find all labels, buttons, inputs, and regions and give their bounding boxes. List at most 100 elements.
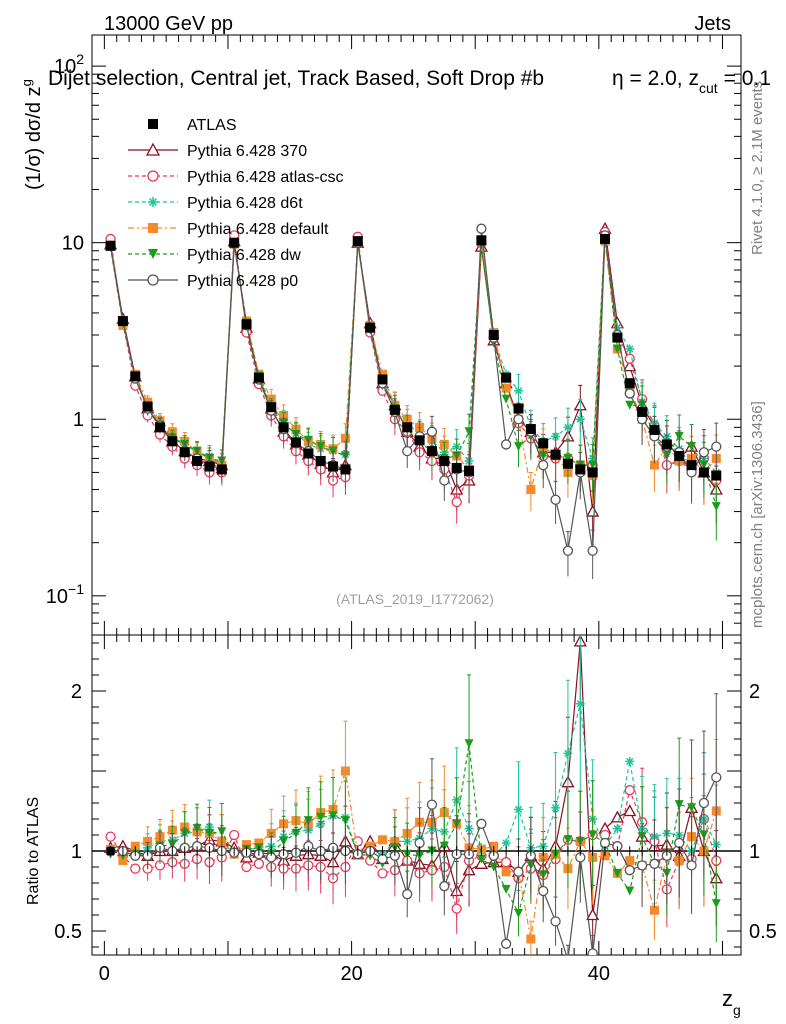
marker-circle bbox=[562, 545, 574, 556]
ratio-y-tick-label: 1 bbox=[71, 841, 82, 863]
marker-square bbox=[352, 236, 363, 247]
marker-circle bbox=[439, 475, 450, 486]
marker-triangle-down bbox=[711, 502, 721, 512]
marker-triangle-down bbox=[625, 400, 635, 410]
marker-square bbox=[154, 422, 165, 433]
legend-label: Pythia 6.428 atlas-csc bbox=[187, 169, 344, 186]
marker-star bbox=[625, 756, 635, 766]
plot-title-params: η = 2.0, zcut = 0.1 bbox=[612, 67, 771, 96]
marker-square bbox=[501, 372, 512, 383]
marker-circle bbox=[674, 837, 685, 849]
marker-triangle-down bbox=[501, 394, 511, 404]
marker-circle bbox=[624, 388, 635, 399]
marker-square bbox=[488, 330, 499, 340]
marker-square bbox=[378, 369, 388, 379]
marker-circle bbox=[500, 857, 512, 868]
marker-circle bbox=[636, 860, 648, 871]
marker-triangle-down bbox=[501, 884, 511, 894]
marker-triangle bbox=[586, 908, 600, 921]
marker-square bbox=[117, 316, 128, 327]
legend-label: Pythia 6.428 default bbox=[187, 221, 329, 238]
ratio-data bbox=[106, 846, 717, 856]
x-tick-label: 0 bbox=[99, 963, 110, 985]
y-tick-label-exp: −1 bbox=[68, 581, 84, 597]
marker-triangle-down bbox=[464, 739, 474, 749]
marker-star bbox=[551, 803, 561, 813]
main-ylabel-text: (1/σ) dσ/d z bbox=[23, 86, 45, 190]
analysis-id: (ATLAS_2019_I1772062) bbox=[336, 591, 494, 607]
marker-star bbox=[513, 804, 523, 814]
marker-circle bbox=[500, 938, 512, 949]
marker-triangle-down bbox=[513, 442, 523, 452]
star-stroke bbox=[551, 804, 560, 812]
marker-square bbox=[550, 449, 561, 460]
y-tick-label-exp: 2 bbox=[76, 51, 84, 67]
marker-square bbox=[476, 235, 487, 246]
legend-item: ATLAS bbox=[148, 117, 237, 134]
star-stroke bbox=[626, 757, 634, 766]
marker-circle bbox=[377, 853, 388, 865]
marker-circle bbox=[698, 447, 710, 458]
marker-square bbox=[204, 461, 215, 472]
marker-square bbox=[426, 446, 437, 457]
marker-triangle-down bbox=[476, 854, 486, 864]
legend-label: ATLAS bbox=[187, 117, 237, 134]
marker-square bbox=[192, 456, 203, 467]
x-tick-label: 20 bbox=[340, 963, 362, 985]
marker-circle bbox=[105, 831, 116, 842]
marker-square bbox=[242, 840, 252, 850]
marker-circle bbox=[550, 494, 561, 505]
title-params-end: = 0.1 bbox=[724, 67, 771, 90]
star-stroke bbox=[564, 749, 572, 758]
marker-triangle-down bbox=[612, 868, 622, 878]
legend-item: Pythia 6.428 p0 bbox=[128, 273, 298, 290]
marker-triangle-down bbox=[563, 835, 573, 845]
marker-square bbox=[414, 435, 425, 446]
marker-circle bbox=[426, 799, 438, 810]
marker-square bbox=[439, 456, 450, 467]
marker-square bbox=[526, 485, 536, 495]
x-axis-label: zg bbox=[722, 986, 741, 1018]
marker-square bbox=[525, 424, 536, 435]
marker-circle bbox=[439, 881, 450, 892]
marker-star bbox=[513, 386, 523, 396]
marker-circle bbox=[352, 836, 363, 847]
star-stroke bbox=[514, 387, 523, 395]
marker-square bbox=[649, 424, 660, 435]
marker-circle bbox=[624, 785, 635, 796]
marker-circle bbox=[649, 858, 660, 869]
ratio-panel-frame bbox=[91, 634, 742, 956]
ratio-y-tick-label: 0.5 bbox=[54, 921, 82, 943]
ratio-y-tick-label-right: 2 bbox=[749, 681, 760, 703]
marker-circle bbox=[147, 274, 159, 286]
marker-square bbox=[105, 240, 116, 251]
marker-triangle-down bbox=[625, 886, 635, 896]
x-axis-label-text: z bbox=[722, 986, 733, 1011]
marker-circle bbox=[500, 439, 512, 450]
legend-item: Pythia 6.428 d6t bbox=[128, 195, 303, 212]
marker-square bbox=[303, 448, 314, 459]
marker-square bbox=[625, 856, 635, 866]
marker-circle bbox=[698, 797, 710, 809]
marker-triangle-down bbox=[489, 862, 499, 872]
marker-circle bbox=[241, 861, 252, 873]
marker-triangle-down bbox=[588, 830, 598, 840]
marker-square bbox=[637, 406, 648, 417]
marker-square bbox=[148, 119, 158, 129]
star-stroke bbox=[576, 700, 584, 708]
marker-circle bbox=[402, 889, 413, 900]
marker-circle bbox=[550, 916, 561, 927]
marker-circle bbox=[624, 865, 635, 876]
marker-circle bbox=[451, 903, 462, 914]
marker-triangle bbox=[145, 142, 161, 156]
marker-circle bbox=[476, 818, 487, 829]
main-ylabel: (1/σ) dσ/d zg bbox=[19, 79, 45, 190]
marker-circle bbox=[426, 426, 438, 437]
marker-triangle-down bbox=[588, 460, 598, 470]
marker-star bbox=[563, 748, 573, 758]
legend-label: Pythia 6.428 p0 bbox=[187, 273, 298, 290]
marker-square bbox=[661, 439, 672, 450]
legend: ATLAS Pythia 6.428 370 Pythia 6.428 atlas-… bbox=[128, 117, 344, 290]
marker-square bbox=[142, 401, 153, 412]
